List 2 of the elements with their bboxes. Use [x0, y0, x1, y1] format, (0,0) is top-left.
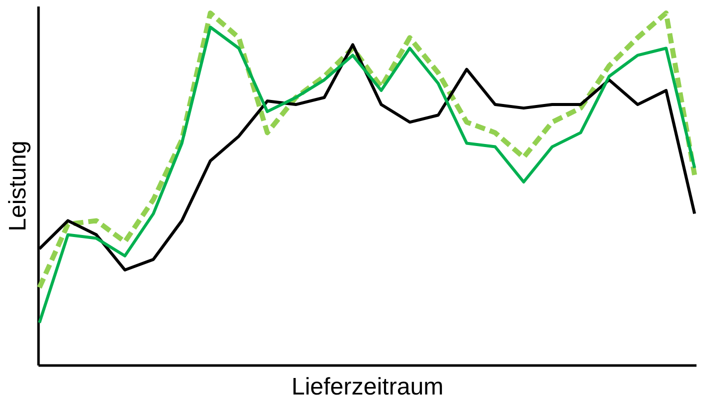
y-axis-title: Leistung [4, 140, 32, 232]
x-axis-title: Lieferzeitraum [291, 374, 444, 400]
